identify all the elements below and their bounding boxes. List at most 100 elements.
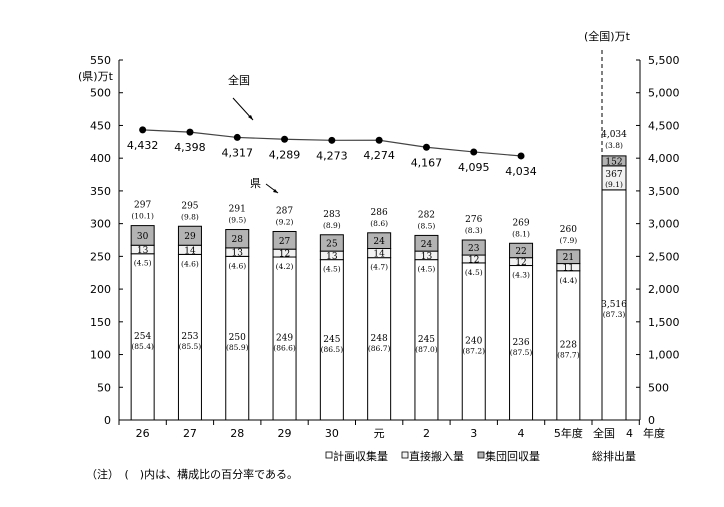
direct-value: 12: [468, 255, 479, 265]
right-tick-label: 4,500: [648, 119, 680, 132]
group-value: 24: [373, 237, 385, 247]
right-tick-label: 3,500: [648, 185, 680, 198]
planned-value: 249: [276, 334, 293, 344]
total-percent: (9.8): [181, 212, 199, 221]
bar-annotation-label: 県: [250, 177, 261, 190]
arrow-head-icon: [248, 115, 253, 120]
planned-value: 228: [560, 340, 577, 350]
prefecture-bars: 1330(4.5)254(85.4)297(10.1)261429(4.6)25…: [130, 201, 583, 440]
bar-segment-group: [272, 230, 297, 250]
direct-value: 14: [373, 250, 385, 260]
direct-value: 13: [421, 252, 433, 262]
bar-26: 13 30 (4.5) 254(85.4) 297(10.1) 26: [130, 201, 155, 440]
planned-value: 253: [181, 332, 198, 342]
line-annotation-label: 全国: [228, 73, 250, 87]
national-sublabel: 総排出量: [592, 449, 636, 463]
legend: 計画収集量 直接搬入量 集団回収量: [325, 449, 540, 463]
direct-percent: (4.5): [134, 259, 152, 268]
right-tick-label: 3,000: [648, 218, 680, 231]
category-label: 27: [183, 427, 197, 440]
national-value-label: 4,289: [269, 148, 301, 161]
left-tick-label: 450: [90, 119, 111, 132]
direct-value: 11: [563, 264, 574, 274]
left-tick-label: 550: [90, 54, 111, 67]
left-tick-label: 0: [104, 414, 111, 427]
total-percent: (8.5): [418, 221, 436, 230]
national-year-label: 4: [626, 427, 633, 440]
left-tick-label: 200: [90, 283, 111, 296]
left-tick-label: 500: [90, 87, 111, 100]
national-category-label: 全国: [593, 426, 615, 440]
total-value: 282: [418, 210, 435, 220]
left-tick-label: 50: [97, 381, 111, 394]
national-value-label: 4,432: [127, 139, 159, 152]
left-tick-label: 100: [90, 349, 111, 362]
total-percent: (8.1): [512, 229, 530, 238]
planned-percent: (86.6): [273, 344, 296, 353]
direct-percent: (4.5): [418, 265, 436, 274]
national-value-label: 4,167: [411, 156, 443, 169]
bar-segment-group: [225, 229, 250, 249]
planned-value: 240: [465, 336, 482, 346]
right-tick-label: 1,000: [648, 349, 680, 362]
direct-value: 13: [232, 249, 244, 259]
left-tick-label: 150: [90, 316, 111, 329]
legend-label-direct: 直接搬入量: [409, 449, 464, 463]
national-value-label: 4,273: [316, 149, 348, 162]
category-label: 元: [374, 427, 385, 440]
category-label: 28: [230, 427, 244, 440]
right-tick-label: 0: [648, 414, 655, 427]
planned-value: 245: [418, 335, 435, 345]
national-group-value: 152: [605, 157, 622, 167]
total-percent: (8.6): [370, 219, 388, 228]
bar-元: 14 24 (4.7) 248(86.7) 286(8.6) 元: [367, 208, 392, 440]
national-planned-value: 3,516: [601, 300, 627, 310]
planned-percent: (87.7): [557, 350, 580, 359]
planned-value: 245: [323, 335, 340, 345]
category-label: 3: [470, 427, 477, 440]
group-value: 28: [232, 235, 244, 245]
total-percent: (8.3): [465, 226, 483, 235]
group-value: 25: [326, 239, 338, 249]
category-label: 26: [136, 427, 150, 440]
national-value-label: 4,034: [505, 165, 537, 178]
axes: 0 50 100 150 200 250 300 350 400 450 500 550 0 500 1,0…: [90, 54, 680, 427]
direct-percent: (4.7): [370, 263, 388, 272]
national-segment-group: [601, 155, 627, 167]
bar-segment-group: [177, 225, 202, 246]
bar-segment-group: [461, 239, 486, 256]
right-tick-label: 4,000: [648, 152, 680, 165]
total-percent: (8.9): [323, 221, 341, 230]
group-value: 22: [515, 247, 526, 257]
group-value: 24: [421, 240, 433, 250]
legend-swatch-direct: [401, 451, 409, 459]
left-tick-label: 300: [90, 218, 111, 231]
bar-segment-group: [556, 249, 581, 265]
arrow-head-icon: [273, 189, 278, 193]
bar-2: 13 24 (4.5) 245(87.0) 282(8.5) 2: [414, 210, 439, 440]
national-value-label: 4,095: [458, 161, 490, 174]
total-value: 297: [134, 201, 151, 211]
total-percent: (7.9): [559, 236, 577, 245]
national-direct-value: 367: [605, 170, 622, 180]
footnote: （注） ( )内は、構成比の百分率である。: [86, 468, 298, 481]
planned-percent: (86.5): [321, 345, 344, 354]
right-tick-label: 5,000: [648, 87, 680, 100]
bar-30: 13 25 (4.5) 245(86.5) 283(8.9) 30: [319, 210, 344, 440]
legend-swatch-group: [477, 451, 485, 459]
direct-value: 13: [326, 252, 338, 262]
left-tick-label: 250: [90, 250, 111, 263]
direct-percent: (4.5): [465, 268, 483, 277]
right-tick-label: 500: [648, 381, 669, 394]
category-label: 30: [325, 427, 339, 440]
bar-28: 13 28 (4.6) 250(85.9) 291(9.5) 28: [225, 205, 250, 440]
total-value: 286: [371, 208, 388, 218]
data-point-marker: [470, 148, 478, 156]
total-value: 283: [323, 210, 340, 220]
legend-swatch-planned: [325, 451, 333, 459]
legend-label-planned: 計画収集量: [333, 449, 388, 463]
direct-percent: (4.5): [323, 265, 341, 274]
national-value-label: 4,317: [222, 146, 254, 159]
